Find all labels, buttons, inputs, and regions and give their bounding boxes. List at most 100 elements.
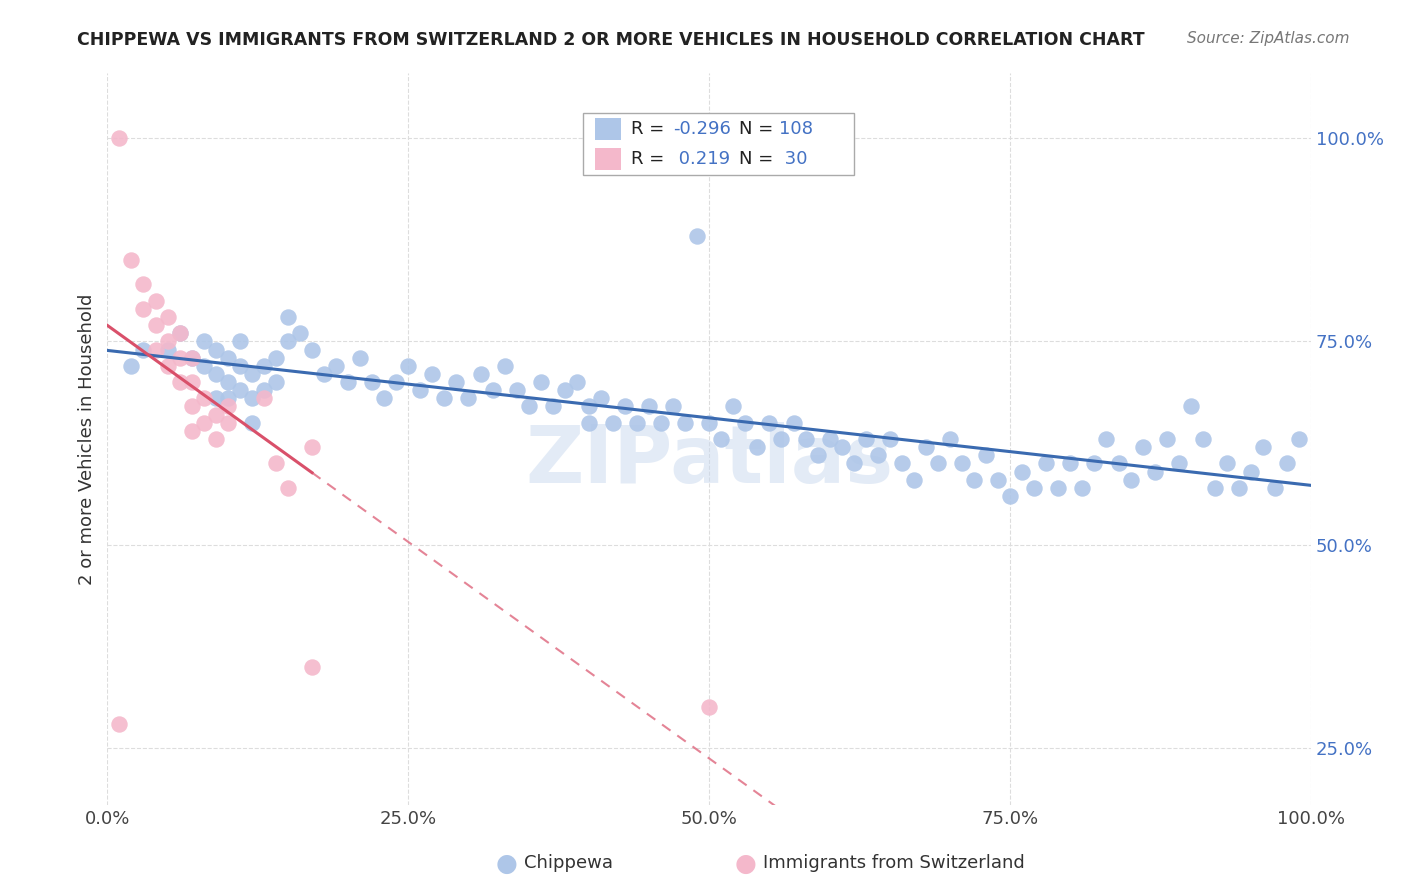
Point bbox=[145, 343, 167, 357]
Point bbox=[145, 318, 167, 333]
Point bbox=[697, 700, 720, 714]
Point bbox=[974, 448, 997, 462]
Point bbox=[396, 359, 419, 373]
Text: ZIPatlas: ZIPatlas bbox=[524, 422, 893, 500]
Point bbox=[541, 400, 564, 414]
Point bbox=[422, 367, 444, 381]
Point bbox=[264, 457, 287, 471]
Point bbox=[132, 277, 155, 292]
Point bbox=[1251, 440, 1274, 454]
Point bbox=[156, 334, 179, 349]
Point bbox=[1143, 465, 1166, 479]
Point bbox=[169, 326, 191, 341]
Point bbox=[240, 367, 263, 381]
Point bbox=[240, 416, 263, 430]
Point bbox=[1275, 457, 1298, 471]
Point bbox=[217, 392, 239, 406]
Point bbox=[409, 383, 432, 397]
Point bbox=[433, 392, 456, 406]
Point bbox=[505, 383, 527, 397]
Point bbox=[589, 392, 612, 406]
Point bbox=[1083, 457, 1105, 471]
Point bbox=[770, 432, 793, 446]
Point bbox=[180, 375, 202, 389]
Point bbox=[193, 334, 215, 349]
Point bbox=[915, 440, 938, 454]
Point bbox=[494, 359, 516, 373]
Point bbox=[217, 400, 239, 414]
Point bbox=[1167, 457, 1189, 471]
Point bbox=[831, 440, 853, 454]
Point bbox=[1264, 481, 1286, 495]
Point bbox=[204, 408, 226, 422]
Point bbox=[1095, 432, 1118, 446]
Text: N =: N = bbox=[740, 151, 779, 169]
Point bbox=[169, 326, 191, 341]
Point bbox=[1119, 473, 1142, 487]
Point bbox=[939, 432, 962, 446]
Point bbox=[1191, 432, 1213, 446]
Point bbox=[950, 457, 973, 471]
Point bbox=[638, 400, 661, 414]
Point bbox=[312, 367, 335, 381]
Point bbox=[578, 416, 600, 430]
Point bbox=[120, 253, 142, 268]
Point bbox=[1156, 432, 1178, 446]
Point bbox=[253, 392, 276, 406]
Text: 108: 108 bbox=[779, 120, 813, 138]
FancyBboxPatch shape bbox=[583, 113, 853, 176]
Point bbox=[204, 367, 226, 381]
Point bbox=[108, 716, 131, 731]
Point bbox=[169, 375, 191, 389]
Point bbox=[686, 228, 709, 243]
Text: Chippewa: Chippewa bbox=[524, 855, 613, 872]
Point bbox=[217, 416, 239, 430]
Point bbox=[903, 473, 925, 487]
Point bbox=[963, 473, 986, 487]
Point bbox=[301, 440, 323, 454]
Text: R =: R = bbox=[631, 151, 671, 169]
Point bbox=[866, 448, 889, 462]
Point bbox=[806, 448, 828, 462]
Point bbox=[1132, 440, 1154, 454]
Point bbox=[1108, 457, 1130, 471]
Point bbox=[1024, 481, 1046, 495]
Point bbox=[361, 375, 384, 389]
Point bbox=[229, 383, 252, 397]
Point bbox=[1059, 457, 1081, 471]
Point bbox=[734, 416, 756, 430]
Point bbox=[240, 392, 263, 406]
Point bbox=[253, 359, 276, 373]
Text: Source: ZipAtlas.com: Source: ZipAtlas.com bbox=[1187, 31, 1350, 46]
Point bbox=[1288, 432, 1310, 446]
Point bbox=[650, 416, 672, 430]
Point bbox=[277, 310, 299, 324]
FancyBboxPatch shape bbox=[595, 119, 621, 140]
Point bbox=[1240, 465, 1263, 479]
Point bbox=[758, 416, 780, 430]
Point bbox=[565, 375, 588, 389]
Point bbox=[578, 400, 600, 414]
Point bbox=[842, 457, 865, 471]
Point bbox=[156, 343, 179, 357]
Point bbox=[204, 343, 226, 357]
Point bbox=[1071, 481, 1094, 495]
Point bbox=[277, 334, 299, 349]
Point bbox=[710, 432, 733, 446]
Point bbox=[1011, 465, 1033, 479]
Point bbox=[180, 400, 202, 414]
Point bbox=[1180, 400, 1202, 414]
Point bbox=[794, 432, 817, 446]
Point bbox=[180, 351, 202, 365]
Y-axis label: 2 or more Vehicles in Household: 2 or more Vehicles in Household bbox=[79, 293, 96, 585]
FancyBboxPatch shape bbox=[595, 148, 621, 170]
Point bbox=[890, 457, 912, 471]
Point bbox=[662, 400, 685, 414]
Point bbox=[602, 416, 624, 430]
Point bbox=[264, 375, 287, 389]
Point bbox=[264, 351, 287, 365]
Point bbox=[1216, 457, 1239, 471]
Point bbox=[554, 383, 576, 397]
Point bbox=[204, 392, 226, 406]
Point bbox=[193, 359, 215, 373]
